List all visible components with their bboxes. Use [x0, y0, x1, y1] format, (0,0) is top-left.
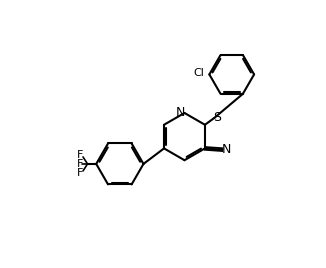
- Text: N: N: [222, 143, 231, 156]
- Text: S: S: [213, 111, 221, 124]
- Text: N: N: [175, 106, 185, 120]
- Text: Cl: Cl: [193, 68, 204, 78]
- Text: F: F: [77, 150, 84, 160]
- Text: F: F: [77, 168, 84, 178]
- Text: F: F: [77, 159, 84, 169]
